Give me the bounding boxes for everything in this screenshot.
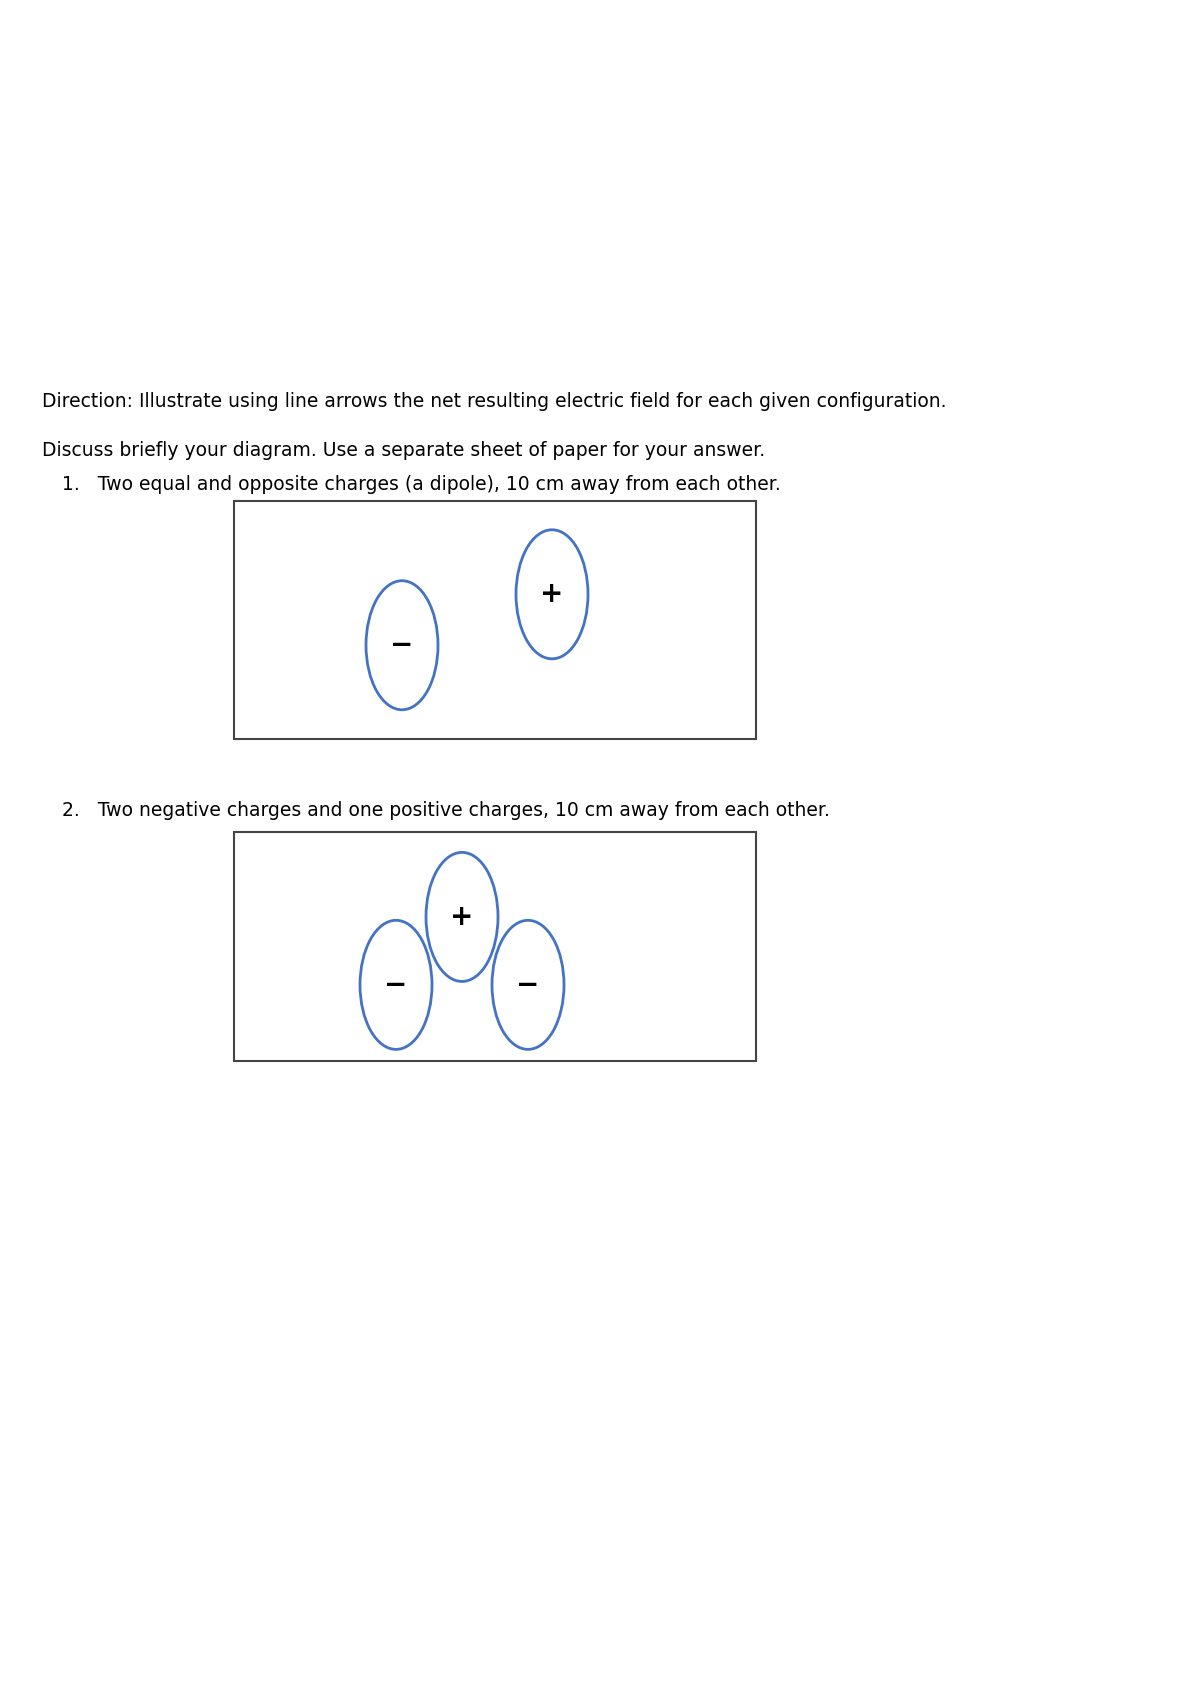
Bar xyxy=(234,501,756,739)
Text: Discuss briefly your diagram. Use a separate sheet of paper for your answer.: Discuss briefly your diagram. Use a sepa… xyxy=(42,441,766,460)
Text: −: − xyxy=(390,632,414,659)
Ellipse shape xyxy=(360,920,432,1049)
Text: +: + xyxy=(450,903,474,931)
Text: Direction: Illustrate using line arrows the net resulting electric field for eac: Direction: Illustrate using line arrows … xyxy=(42,392,947,411)
Ellipse shape xyxy=(492,920,564,1049)
Ellipse shape xyxy=(516,530,588,659)
Ellipse shape xyxy=(366,581,438,710)
Bar xyxy=(234,832,756,1061)
Ellipse shape xyxy=(426,852,498,981)
Text: −: − xyxy=(384,971,408,998)
Text: 1.   Two equal and opposite charges (a dipole), 10 cm away from each other.: 1. Two equal and opposite charges (a dip… xyxy=(62,475,781,494)
Text: +: + xyxy=(540,581,564,608)
Text: −: − xyxy=(516,971,540,998)
Text: 2.   Two negative charges and one positive charges, 10 cm away from each other.: 2. Two negative charges and one positive… xyxy=(62,801,830,820)
